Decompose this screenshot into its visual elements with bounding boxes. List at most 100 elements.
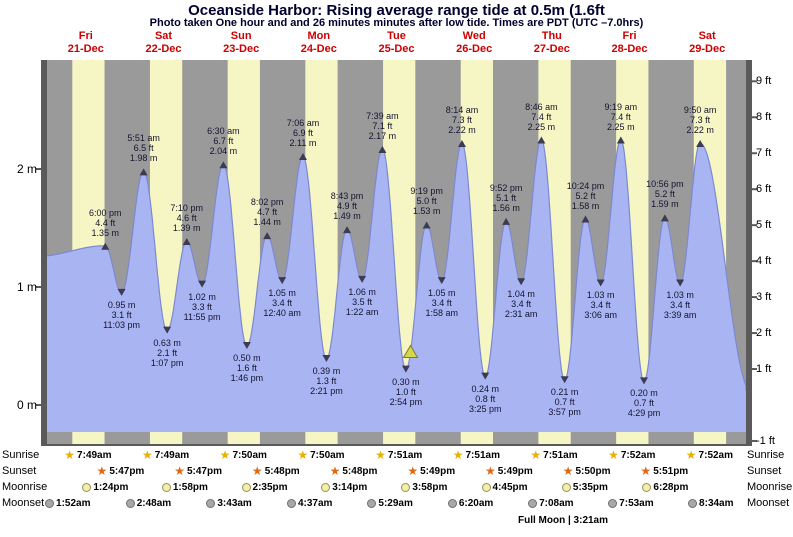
day-date: 21-Dec — [67, 43, 104, 55]
right-axis-tick — [752, 368, 757, 371]
moonset-icon — [286, 498, 296, 508]
sunrise-item: ★ 7:51am — [375, 448, 422, 462]
day-name: Fri — [622, 30, 637, 42]
y-axis-label-feet: 8 ft — [756, 111, 772, 124]
low-tide-label: 1.05 m 3.4 ft 1:58 am — [410, 288, 474, 318]
moonrise-item: 1:24pm — [82, 480, 128, 494]
photo-tide-level-marker — [402, 344, 419, 358]
tide-label-line: 1.44 m — [253, 217, 281, 228]
tide-label-line: 8:14 am — [445, 105, 479, 116]
day-header: Fri 21-Dec — [49, 30, 123, 56]
tide-label-line: 1.58 m — [571, 200, 600, 211]
tide-label-line: 1:58 am — [425, 308, 458, 319]
sunset-item: ★ 5:48pm — [330, 464, 378, 478]
y-axis-label-meters: 1 m — [16, 280, 37, 294]
moonset-item: 6:20am — [447, 496, 493, 510]
sunrise-icon: ★ — [297, 448, 309, 462]
tide-label-line: 7:39 am — [366, 110, 399, 121]
bottom-axis-bar — [41, 444, 752, 446]
tide-label-line: 1.98 m — [129, 153, 158, 164]
tide-label-line: 1.49 m — [333, 211, 361, 222]
day-date: 26-Dec — [456, 43, 493, 55]
tide-label-line: 3:06 am — [584, 310, 617, 321]
right-axis-tick — [752, 152, 757, 155]
tide-extreme-marker — [517, 278, 526, 286]
moonset-icon — [447, 498, 457, 508]
tide-extreme-marker — [139, 168, 148, 176]
moonrise-icon — [642, 482, 652, 492]
y-axis-label-meters: 0 m — [16, 398, 37, 412]
right-axis-tick — [752, 116, 757, 119]
tide-label-line: 1.0 ft — [395, 386, 416, 397]
tide-extreme-marker — [596, 279, 605, 287]
day-header: Fri 28-Dec — [593, 30, 667, 56]
tide-label-line: 12:40 am — [263, 308, 301, 319]
moonrise-time: 6:28pm — [653, 481, 689, 493]
tide-extreme-marker — [616, 136, 625, 144]
y-axis-label-feet: 3 ft — [756, 291, 772, 304]
high-tide-label: 8:14 am 7.3 ft 2.22 m — [430, 105, 494, 135]
tide-label-line: 2.22 m — [448, 125, 476, 136]
sunset-time: 5:48pm — [264, 465, 300, 477]
left-axis-tick — [36, 168, 41, 170]
tide-label-line: 4:29 pm — [627, 408, 661, 419]
moonset-time: 7:53am — [619, 497, 654, 509]
sunrise-time: 7:51am — [387, 449, 423, 461]
tide-label-line: 4.9 ft — [337, 201, 358, 212]
tide-label-line: 2:54 pm — [389, 396, 423, 407]
high-tide-label: 7:10 pm 4.6 ft 1.39 m — [155, 203, 219, 233]
tide-extreme-marker — [676, 279, 685, 287]
moonrise-item: 3:58pm — [401, 480, 447, 494]
tide-label-line: 2.25 m — [527, 121, 556, 132]
tide-extreme-marker — [581, 215, 590, 223]
sunrise-item: ★ 7:50am — [297, 448, 344, 462]
high-tide-label: 7:06 am 6.9 ft 2.11 m — [271, 118, 335, 148]
page-subtitle: Photo taken One hour and and 26 minutes … — [149, 17, 644, 29]
moonset-icon — [528, 498, 538, 508]
sunset-icon: ★ — [407, 464, 419, 478]
sunset-item: ★ 5:49pm — [485, 464, 533, 478]
tide-extreme-marker — [457, 140, 466, 148]
sunrise-item: ★ 7:49am — [142, 448, 189, 462]
sunrise-icon: ★ — [608, 448, 619, 462]
sunset-time: 5:48pm — [342, 465, 378, 477]
tide-label-line: 0.50 m — [233, 353, 261, 363]
high-tide-label: 6:30 am 6.7 ft 2.04 m — [191, 126, 255, 156]
high-tide-label: 9:50 am 7.3 ft 2.22 m — [668, 105, 732, 135]
day-header: Tue 25-Dec — [360, 30, 434, 56]
tide-extreme-marker — [198, 280, 207, 288]
high-tide-label: 10:24 pm 5.2 ft 1.58 m — [553, 181, 617, 211]
moonset-time: 8:34am — [699, 497, 734, 509]
tide-label-line: 8:46 am — [525, 101, 558, 112]
sunset-icon: ★ — [484, 464, 496, 478]
tide-label-line: 2.22 m — [686, 125, 714, 136]
moonrise-icon — [401, 482, 411, 492]
tide-extreme-marker — [322, 354, 331, 362]
tide-label-line: 2.1 ft — [157, 347, 178, 358]
sunset-icon: ★ — [640, 464, 652, 478]
tide-label-line: 7.1 ft — [372, 120, 393, 131]
tide-label-line: 1.03 m — [586, 290, 615, 301]
tide-label-line: 9:19 pm — [410, 186, 443, 197]
tide-label-line: 11:55 pm — [183, 311, 221, 322]
tide-label-line: 1.59 m — [651, 199, 679, 210]
moonset-item: 1:52am — [45, 496, 91, 510]
row-label-sunset-right: Sunset — [747, 465, 782, 477]
tide-label-line: 6.5 ft — [133, 143, 154, 154]
day-header: Sat 29-Dec — [670, 30, 744, 56]
sunset-item: ★ 5:49pm — [407, 464, 455, 478]
day-name: Mon — [307, 30, 331, 42]
tide-label-line: 1.05 m — [427, 288, 456, 299]
moonset-icon — [125, 498, 135, 508]
moonrise-icon — [82, 482, 92, 492]
row-label-sunset: Sunset — [2, 465, 37, 477]
tide-label-line: 0.21 m — [550, 387, 579, 398]
sunset-icon: ★ — [174, 464, 185, 478]
day-header: Thu 27-Dec — [515, 30, 589, 56]
sunrise-item: ★ 7:51am — [530, 448, 577, 462]
tide-label-line: 7:06 am — [286, 118, 320, 129]
tide-label-line: 1.3 ft — [316, 375, 337, 386]
tide-label-line: 1:46 pm — [230, 373, 264, 383]
moonset-item: 7:53am — [608, 496, 654, 510]
